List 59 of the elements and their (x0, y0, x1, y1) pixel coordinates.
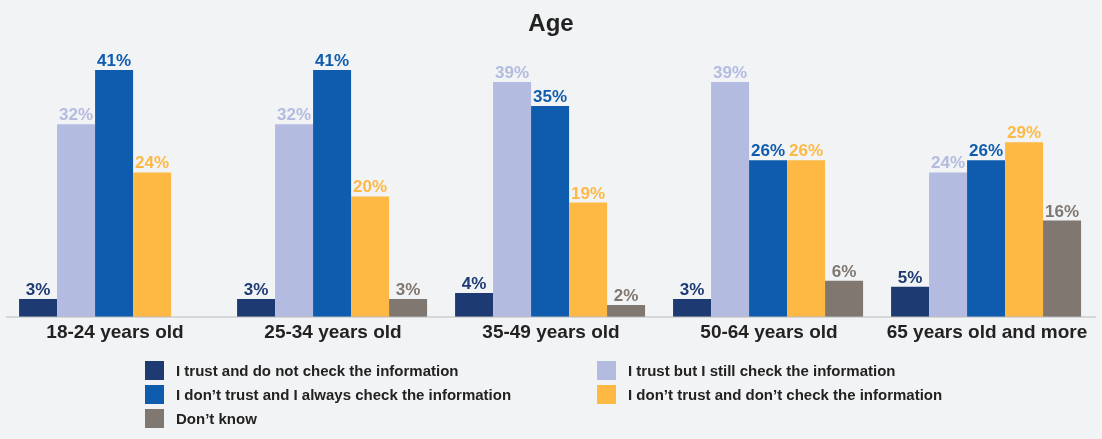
data-label: 3% (395, 279, 421, 299)
data-label: 35% (533, 87, 568, 107)
data-label: 19% (571, 183, 606, 203)
data-label: 39% (713, 62, 748, 82)
data-label: 24% (931, 153, 966, 173)
bar (967, 160, 1006, 317)
bar (929, 172, 968, 317)
bar (673, 298, 712, 317)
bar (569, 202, 608, 317)
bar (313, 69, 352, 317)
legend-label: Don’t know (176, 409, 257, 427)
data-label: 3% (243, 279, 269, 299)
bar (95, 69, 134, 317)
bar (1005, 142, 1044, 317)
bar (607, 304, 646, 317)
data-label: 3% (679, 279, 705, 299)
bar (891, 286, 930, 317)
bar (1043, 220, 1082, 317)
legend-label: I trust and do not check the information (176, 361, 459, 379)
data-label: 26% (789, 141, 824, 161)
bar (531, 106, 570, 317)
bar (389, 298, 428, 317)
x-tick-label: 35-49 years old (482, 321, 620, 343)
bar (493, 81, 532, 317)
chart-title: Age (527, 8, 575, 38)
data-label: 4% (461, 273, 487, 293)
x-tick-label: 25-34 years old (264, 321, 402, 343)
bar (749, 160, 788, 317)
data-label: 26% (969, 141, 1004, 161)
bar (787, 160, 826, 317)
bar (275, 124, 314, 317)
x-tick-label: 50-64 years old (700, 321, 838, 343)
bar (237, 298, 276, 317)
legend-label: I don’t trust and don’t check the information (628, 385, 943, 403)
data-label: 41% (97, 50, 132, 70)
bar (455, 292, 494, 317)
bar (351, 196, 390, 317)
data-label: 32% (277, 105, 312, 125)
bar (19, 298, 58, 317)
data-label: 39% (495, 62, 530, 82)
data-label: 20% (353, 177, 388, 197)
bar (133, 172, 172, 317)
bar (825, 280, 864, 317)
x-tick-label: 65 years old and more (886, 321, 1088, 343)
data-label: 16% (1045, 201, 1080, 221)
legend-label: I trust but I still check the information (628, 361, 896, 379)
bar (57, 124, 96, 317)
data-label: 41% (315, 50, 350, 70)
data-label: 26% (751, 141, 786, 161)
legend-label: I don’t trust and I always check the information (176, 385, 512, 403)
data-label: 24% (135, 153, 170, 173)
data-label: 2% (613, 285, 639, 305)
data-label: 32% (59, 105, 94, 125)
x-tick-label: 18-24 years old (46, 321, 184, 343)
data-label: 5% (897, 267, 923, 287)
bar (711, 81, 750, 317)
data-label: 3% (25, 279, 51, 299)
data-label: 6% (831, 261, 857, 281)
data-label: 29% (1007, 123, 1042, 143)
